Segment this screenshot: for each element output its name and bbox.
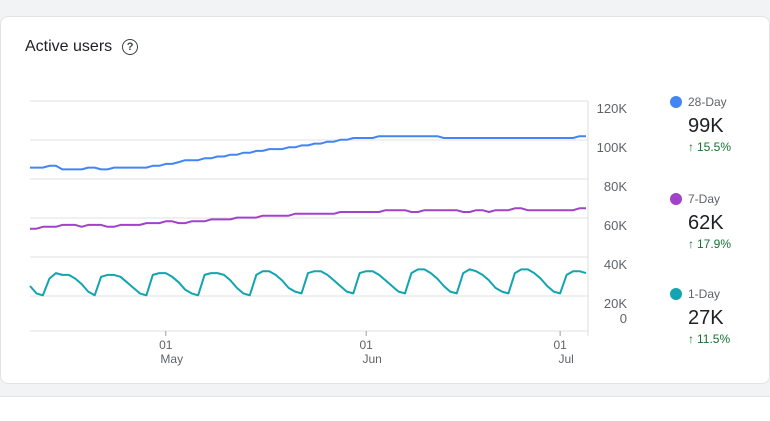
x-tick-month: Jun [363, 352, 382, 366]
card-title: Active users [25, 38, 113, 55]
active-users-card: Active users ? [0, 16, 770, 384]
legend-label: 28-Day [688, 95, 727, 109]
y-tick-label: 120K [597, 101, 628, 116]
y-tick-label: 80K [604, 179, 627, 194]
next-card-edge [0, 396, 770, 421]
legend-change: ↑ 15.5% [688, 140, 732, 154]
card-header: Active users ? [25, 38, 139, 56]
help-circle-icon[interactable]: ? [122, 39, 139, 55]
legend-label: 7-Day [688, 192, 721, 206]
legend-change: ↑ 17.9% [688, 237, 732, 251]
legend-change: ↑ 11.5% [688, 332, 731, 346]
series-line-28-day [30, 135, 586, 171]
x-tick-month: Jul [558, 352, 573, 366]
chart-grid [30, 100, 589, 336]
y-tick-label: 100K [597, 140, 628, 155]
legend-item-28-day: 28-Day 99K ↑ 15.5% [670, 95, 731, 154]
y-tick-label: 60K [604, 218, 627, 233]
x-tick-day: 01 [360, 338, 374, 352]
legend-label: 1-Day [688, 287, 721, 301]
series-lines [29, 135, 587, 297]
y-tick-label: 0 [620, 311, 627, 326]
x-tick-day: 01 [553, 338, 567, 352]
legend-item-1-day: 1-Day 27K ↑ 11.5% [670, 287, 730, 346]
x-tick-month: May [160, 352, 183, 366]
series-line-1-day [29, 268, 587, 297]
legend-value: 27K [688, 307, 724, 329]
arrow-up-icon: ↑ [688, 140, 694, 154]
legend-dot [670, 288, 682, 300]
y-tick-label: 40K [604, 257, 627, 272]
legend-value: 99K [688, 115, 724, 137]
arrow-up-icon: ↑ [688, 332, 694, 346]
x-tick-day: 01 [159, 338, 173, 352]
y-tick-label: 20K [604, 296, 627, 311]
legend-dot [670, 193, 682, 205]
legend-item-7-day: 7-Day 62K ↑ 17.9% [670, 192, 731, 251]
legend-dot [670, 96, 682, 108]
series-line-7-day [30, 207, 586, 230]
arrow-up-icon: ↑ [688, 237, 694, 251]
legend-value: 62K [688, 212, 724, 234]
